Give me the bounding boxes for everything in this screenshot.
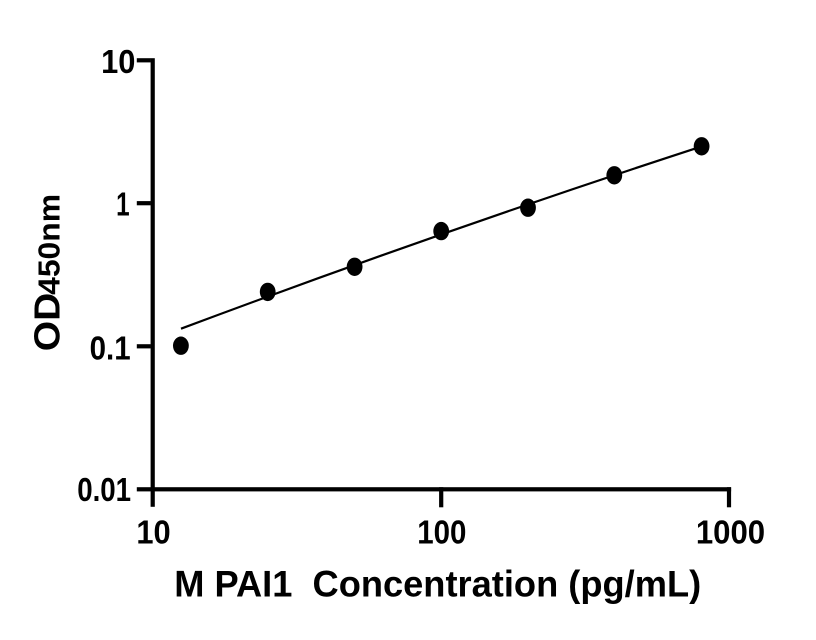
- svg-text:OD: OD: [27, 293, 68, 352]
- svg-text:100: 100: [417, 514, 466, 551]
- svg-text:10: 10: [136, 514, 170, 551]
- svg-text:10: 10: [101, 43, 135, 80]
- svg-text:0.1: 0.1: [90, 330, 131, 367]
- svg-text:1000: 1000: [696, 514, 765, 551]
- svg-text:1: 1: [116, 186, 130, 223]
- svg-text:M PAI1 Concentration (pg/mL): M PAI1 Concentration (pg/mL): [174, 563, 701, 605]
- svg-text:0.01: 0.01: [77, 471, 131, 508]
- svg-text:450nm: 450nm: [34, 194, 67, 295]
